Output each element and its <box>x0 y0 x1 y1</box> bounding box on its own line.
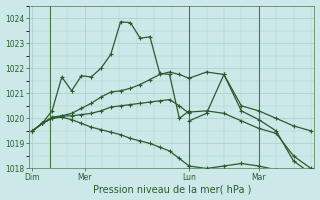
X-axis label: Pression niveau de la mer( hPa ): Pression niveau de la mer( hPa ) <box>92 184 251 194</box>
